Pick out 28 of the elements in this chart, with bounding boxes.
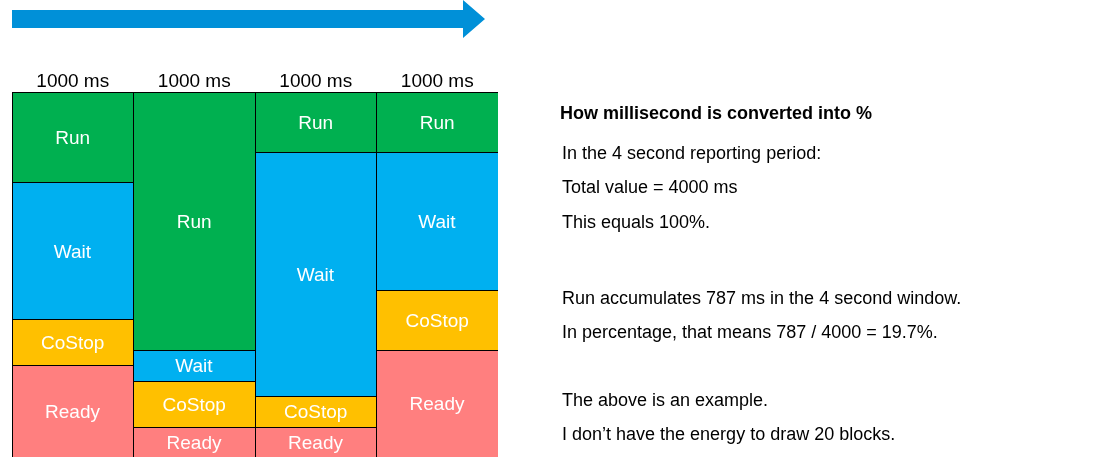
text: How millisecond is converted into % [560, 103, 873, 124]
x-tick-label: 1000 ms [36, 70, 110, 92]
x-tick-label: 1000 ms [400, 70, 474, 92]
text: Wait [418, 210, 456, 232]
text: In percentage, that means 787 / 4000 = 19.7%. [562, 322, 938, 342]
text: Total value = 4000 ms [562, 177, 738, 197]
x-tick-label: 1000 ms [279, 70, 353, 92]
text: Run [176, 210, 212, 232]
series-label: Ready [166, 431, 222, 453]
series-label: Run [419, 111, 455, 133]
text: Wait [296, 263, 335, 285]
text: In the 4 second reporting period: [562, 143, 822, 163]
text: CoStop [41, 332, 105, 354]
series-label: CoStop [284, 401, 348, 423]
text: Ready [45, 400, 100, 422]
text: Ready [288, 431, 343, 453]
text: CoStop [405, 309, 469, 331]
text: Run accumulates 787 ms in the 4 second window. [562, 288, 962, 308]
text: CoStop [162, 393, 226, 415]
text: Run [55, 126, 91, 148]
text: Ready [409, 393, 465, 415]
x-tick-label: 1000 ms [157, 70, 231, 92]
text: Run [298, 111, 334, 133]
text: I don’t have the energy to draw 20 blocks. [562, 424, 896, 444]
series-label: Wait [175, 355, 214, 377]
text: Wait [53, 240, 92, 262]
text: This equals 100%. [562, 212, 711, 232]
text: The above is an example. [562, 390, 769, 410]
